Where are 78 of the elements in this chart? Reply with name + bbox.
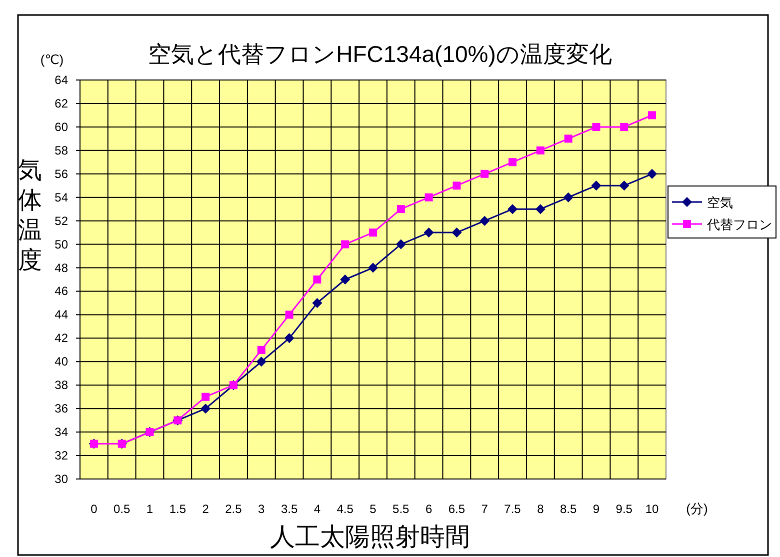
y-tick-label: 58 — [54, 143, 68, 158]
x-tick-label: 1.5 — [169, 502, 186, 516]
text: (分) — [686, 501, 708, 516]
point — [396, 239, 406, 250]
point — [452, 182, 461, 190]
y-tick-label: 44 — [54, 308, 68, 322]
point — [200, 404, 211, 414]
y-tick-label: 42 — [54, 331, 68, 346]
point — [647, 168, 658, 179]
y-tick-label: 52 — [54, 214, 68, 228]
y-axis-title: 気体温度 — [18, 157, 42, 274]
y-tick-label: 48 — [54, 260, 68, 275]
y-tick-label: 34 — [54, 425, 68, 440]
x-tick-label: 9.5 — [616, 502, 633, 516]
x-tick-label: 9 — [592, 502, 600, 516]
point — [368, 262, 378, 273]
point — [256, 356, 266, 367]
point — [424, 193, 433, 202]
x-tick-label: 10 — [645, 502, 660, 516]
x-tick-label: 0.5 — [114, 502, 131, 516]
x-tick-label: 2 — [202, 502, 210, 516]
y-tick-label: 60 — [54, 120, 68, 134]
x-tick-label: 2.5 — [225, 502, 242, 516]
x-tick-label: 7.5 — [504, 502, 522, 516]
x-tick-label: 1 — [146, 502, 154, 516]
point — [369, 228, 377, 237]
point — [535, 204, 546, 214]
legend-label: 代替フロン — [706, 217, 772, 232]
x-tick-label: 5 — [370, 502, 377, 516]
y-tick-label: 36 — [54, 402, 68, 416]
point — [285, 310, 294, 319]
point — [536, 146, 544, 154]
point — [508, 204, 518, 214]
point — [564, 134, 572, 143]
point — [591, 180, 602, 191]
x-tick-label: 8.5 — [560, 502, 577, 516]
point — [284, 333, 294, 344]
y-tick-label: 50 — [54, 237, 68, 252]
x-tick-label: 4 — [314, 502, 321, 516]
point — [480, 170, 489, 178]
x-tick-label: 5.5 — [392, 502, 410, 516]
y-tick-label: 40 — [54, 354, 68, 369]
text: (℃) — [40, 52, 64, 67]
y-tick-label: 30 — [54, 472, 68, 486]
point — [592, 122, 600, 131]
x-tick-label: 0 — [90, 502, 98, 516]
point — [648, 111, 656, 120]
y-tick-label: 54 — [54, 190, 68, 204]
x-tick-label: 4.5 — [336, 502, 354, 516]
y-tick-label: 56 — [54, 166, 68, 181]
x-tick-label: 3 — [258, 502, 266, 516]
point — [563, 192, 574, 202]
point — [257, 346, 266, 354]
y-tick-label: 38 — [54, 378, 68, 392]
point — [313, 276, 322, 284]
x-tick-label: 8 — [537, 502, 544, 516]
point — [424, 228, 434, 238]
y-tick-label: 46 — [54, 284, 68, 298]
point — [340, 274, 350, 284]
point — [620, 122, 628, 131]
point — [480, 216, 490, 226]
point — [202, 392, 210, 401]
point — [508, 158, 517, 166]
point — [452, 228, 462, 238]
y-tick-label: 62 — [54, 96, 68, 110]
chart-title: 空気と代替フロンHFC134a(10%)の温度変化 — [148, 41, 612, 67]
x-tick-label: 6 — [425, 502, 432, 516]
point — [619, 180, 630, 191]
point — [312, 298, 322, 308]
point — [341, 240, 350, 248]
x-tick-label: 7 — [481, 502, 488, 516]
point — [396, 205, 405, 214]
legend-label: 空気 — [707, 195, 733, 210]
x-tick-label: 6.5 — [448, 502, 466, 516]
x-axis-title: 人工太陽照射時間 — [270, 523, 470, 551]
y-tick-label: 32 — [54, 448, 68, 463]
y-tick-label: 64 — [54, 73, 68, 87]
x-tick-label: 3.5 — [280, 502, 298, 516]
